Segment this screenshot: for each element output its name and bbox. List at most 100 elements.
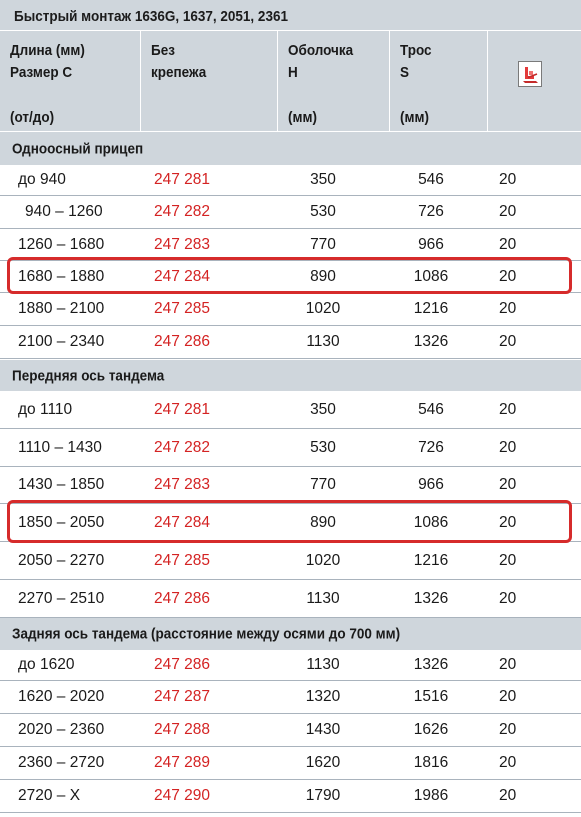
length-range: 1850 – 2050 — [18, 513, 105, 531]
article-number: 247 287 — [154, 688, 211, 705]
article-number: 247 284 — [154, 513, 211, 531]
cable-length: 966 — [418, 235, 444, 253]
length-range: 1260 – 1680 — [18, 235, 105, 253]
article-number: 247 286 — [154, 589, 211, 607]
cable-length: 726 — [418, 203, 444, 220]
pack-quantity: 20 — [499, 787, 517, 804]
table-row: 1620 – 2020 247 287 1320 1516 20 — [0, 681, 581, 714]
length-range: 940 – 1260 — [25, 203, 103, 220]
article-number: 247 285 — [154, 300, 211, 317]
cable-length: 1516 — [413, 688, 449, 705]
table-row: 1430 – 1850 247 283 770 966 20 — [0, 467, 581, 504]
header-length: Длина (мм) Размер С (от/до) — [0, 31, 140, 131]
table-row: 2100 – 2340 247 286 1130 1326 20 — [0, 326, 581, 359]
sheath-length: 1020 — [305, 551, 341, 569]
pack-quantity: 20 — [499, 267, 517, 285]
cable-length: 1816 — [413, 754, 449, 771]
sheath-length: 1020 — [305, 300, 341, 317]
header-article: Без крепежа — [141, 31, 277, 131]
table-row: 1880 – 2100 247 285 1020 1216 20 — [0, 293, 581, 326]
pack-quantity: 20 — [499, 235, 517, 253]
header-length-line1: Длина (мм) — [10, 42, 85, 59]
cable-length: 1986 — [413, 787, 449, 804]
length-range: 2270 – 2510 — [18, 589, 105, 607]
sheath-length: 890 — [310, 513, 336, 531]
pack-quantity: 20 — [499, 656, 517, 673]
table-title: Быстрый монтаж 1636G, 1637, 2051, 2361 — [14, 8, 288, 25]
section-label: Передняя ось тандема — [12, 367, 165, 384]
article-number: 247 290 — [154, 787, 211, 804]
cable-length: 1216 — [413, 300, 449, 317]
table-row: 1680 – 1880 247 284 890 1086 20 — [0, 261, 581, 293]
sheath-length: 890 — [310, 267, 336, 285]
cable-length: 1326 — [413, 333, 449, 350]
section-header: Одноосный прицеп — [0, 132, 581, 165]
pack-quantity: 20 — [499, 721, 517, 738]
length-range: 1110 – 1430 — [18, 438, 102, 456]
sheath-length: 770 — [310, 476, 336, 493]
section-header: Задняя ось тандема (расстояние между ося… — [0, 618, 581, 650]
header-pack — [488, 31, 581, 131]
cable-length: 1326 — [413, 656, 449, 673]
article-number: 247 285 — [154, 551, 211, 569]
pack-quantity: 20 — [499, 400, 517, 418]
length-range: 1430 – 1850 — [18, 476, 105, 493]
table-row: 2020 – 2360 247 288 1430 1626 20 — [0, 714, 581, 747]
table-row: 2050 – 2270 247 285 1020 1216 20 — [0, 542, 581, 580]
table-row: до 1110 247 281 350 546 20 — [0, 391, 581, 429]
article-number: 247 286 — [154, 656, 211, 673]
cable-length: 1216 — [413, 551, 449, 569]
table-row: 2720 – X 247 290 1790 1986 20 — [0, 780, 581, 813]
length-range: 2720 – X — [18, 787, 81, 804]
cable-length: 1086 — [413, 267, 449, 285]
length-range: 1880 – 2100 — [18, 300, 105, 317]
cable-length: 546 — [418, 400, 444, 418]
sheath-length: 530 — [310, 438, 336, 456]
pack-quantity: 20 — [499, 333, 517, 350]
sheath-length: 1130 — [306, 589, 340, 607]
article-number: 247 289 — [154, 754, 211, 771]
cable-length: 1326 — [413, 589, 449, 607]
header-sheath-line1: Оболочка — [288, 42, 354, 59]
cable-length: 966 — [418, 476, 444, 493]
header-length-line2: Размер С — [10, 64, 73, 81]
length-range: 1620 – 2020 — [18, 688, 105, 705]
sheath-length: 350 — [310, 400, 336, 418]
pack-quantity: 20 — [499, 203, 517, 220]
cable-length: 726 — [418, 438, 444, 456]
row-highlight — [7, 257, 572, 294]
table-row: 940 – 1260 247 282 530 726 20 — [0, 196, 581, 229]
sheath-length: 1130 — [306, 656, 340, 673]
header-cable-line2: S — [400, 64, 410, 81]
sheath-length: 530 — [310, 203, 336, 220]
table-row: 2360 – 2720 247 289 1620 1816 20 — [0, 747, 581, 780]
sheath-length: 1130 — [306, 333, 340, 350]
article-number: 247 281 — [154, 400, 211, 418]
sheath-length: 1620 — [305, 754, 341, 771]
header-article-line1: Без — [151, 42, 175, 59]
pack-quantity: 20 — [499, 688, 517, 705]
sheath-length: 1790 — [305, 787, 341, 804]
pack-quantity: 20 — [499, 300, 517, 317]
header-cable-line1: Трос — [400, 42, 432, 59]
header-length-unit: (от/до) — [10, 109, 55, 126]
header-cable: Трос S (мм) — [390, 31, 487, 131]
pack-quantity: 20 — [499, 438, 517, 456]
header-cable-unit: (мм) — [400, 109, 429, 126]
row-highlight — [7, 500, 572, 543]
table-row: 1260 – 1680 247 283 770 966 20 — [0, 229, 581, 261]
pack-quantity: 20 — [499, 513, 517, 531]
pack-quantity: 20 — [499, 171, 517, 188]
pack-quantity: 20 — [499, 476, 517, 493]
table-row: 1110 – 1430 247 282 530 726 20 — [0, 429, 581, 467]
sheath-length: 350 — [310, 171, 336, 188]
section-label: Одноосный прицеп — [12, 140, 144, 157]
table-row: до 1620 247 286 1130 1326 20 — [0, 650, 581, 681]
cable-length: 1626 — [413, 721, 449, 738]
title-bar: Быстрый монтаж 1636G, 1637, 2051, 2361 — [0, 0, 581, 31]
article-number: 247 283 — [154, 235, 211, 253]
article-number: 247 283 — [154, 476, 211, 493]
header-sheath-line2: H — [288, 64, 298, 81]
length-range: 2050 – 2270 — [18, 551, 105, 569]
